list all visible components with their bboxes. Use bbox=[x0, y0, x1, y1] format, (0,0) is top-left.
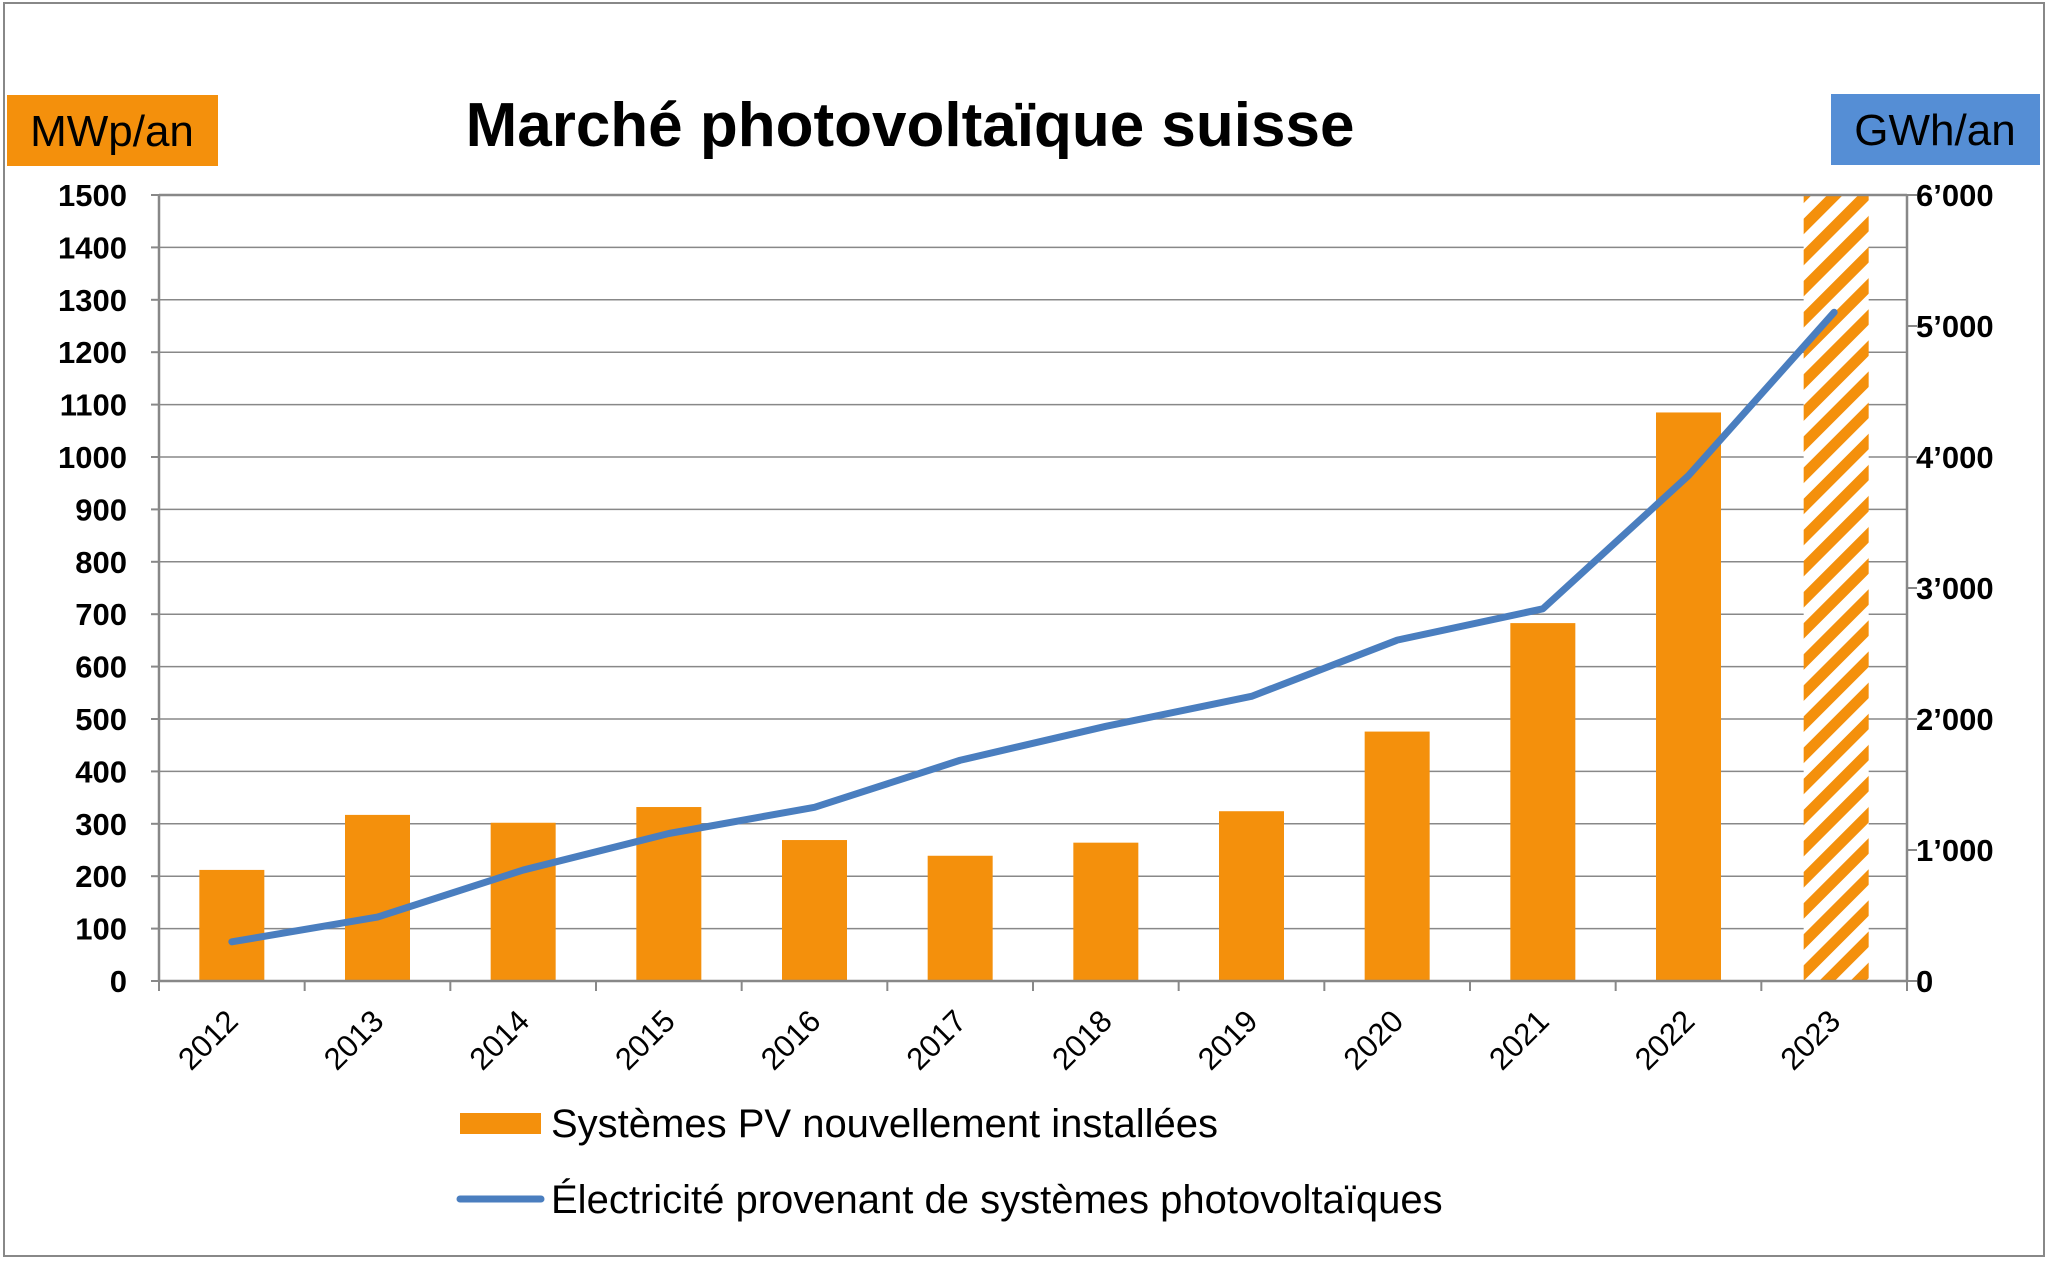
legend: Systèmes PV nouvellement installées Élec… bbox=[456, 1102, 1443, 1222]
bar-2012 bbox=[199, 869, 265, 981]
right-axis-label-box bbox=[1831, 94, 2040, 165]
chart-title: Marché photovoltaïque suisse bbox=[466, 91, 1355, 160]
left-tick-label: 400 bbox=[75, 754, 127, 789]
left-axis-label-box bbox=[7, 95, 218, 166]
bar-2021 bbox=[1510, 623, 1576, 981]
bar-2022 bbox=[1656, 412, 1721, 982]
right-tick-label: 4’000 bbox=[1916, 440, 1994, 475]
bar-2017 bbox=[927, 855, 993, 981]
right-tick-label: 6’000 bbox=[1916, 178, 1994, 213]
left-tick-label: 600 bbox=[75, 650, 127, 685]
right-tick-label: 5’000 bbox=[1916, 309, 1994, 344]
legend-bar-label: Systèmes PV nouvellement installées bbox=[551, 1102, 1218, 1146]
left-tick-label: 300 bbox=[75, 807, 127, 842]
left-tick-label: 100 bbox=[75, 912, 127, 947]
right-tick-label: 0 bbox=[1916, 964, 1933, 999]
left-tick-label: 500 bbox=[75, 702, 127, 737]
bar-2018 bbox=[1073, 842, 1139, 981]
left-tick-label: 700 bbox=[75, 597, 127, 632]
bar-2013 bbox=[345, 814, 410, 981]
axes bbox=[151, 193, 1917, 991]
left-tick-label: 1400 bbox=[58, 230, 127, 265]
left-tick-label: 1100 bbox=[60, 388, 127, 423]
line-series bbox=[228, 308, 1838, 946]
line-electricity bbox=[228, 308, 1838, 946]
left-tick-label: 800 bbox=[75, 545, 127, 580]
chart-border bbox=[3, 2, 2045, 1257]
right-tick-label: 3’000 bbox=[1916, 571, 1994, 606]
left-tick-label: 1000 bbox=[58, 440, 127, 475]
bars bbox=[199, 195, 1869, 982]
left-tick-label: 1300 bbox=[58, 283, 127, 318]
legend-bar-swatch bbox=[460, 1113, 541, 1134]
bar-2016 bbox=[782, 840, 847, 981]
left-tick-label: 1500 bbox=[58, 178, 127, 213]
bar-projection-2023 bbox=[1803, 195, 1869, 981]
gridlines bbox=[159, 194, 1907, 930]
left-tick-label: 0 bbox=[110, 964, 127, 999]
left-axis-label: MWp/an bbox=[30, 107, 194, 156]
left-tick-label: 900 bbox=[75, 492, 127, 527]
right-tick-label: 2’000 bbox=[1916, 702, 1994, 737]
right-axis-label: GWh/an bbox=[1854, 106, 2015, 155]
left-tick-label: 1200 bbox=[58, 335, 127, 370]
legend-line-label: Électricité provenant de systèmes photov… bbox=[551, 1177, 1443, 1222]
bar-2020 bbox=[1364, 731, 1430, 981]
bar-2019 bbox=[1219, 811, 1284, 981]
bar-2014 bbox=[490, 822, 556, 981]
right-tick-label: 1’000 bbox=[1916, 833, 1994, 868]
left-tick-label: 200 bbox=[75, 859, 127, 894]
